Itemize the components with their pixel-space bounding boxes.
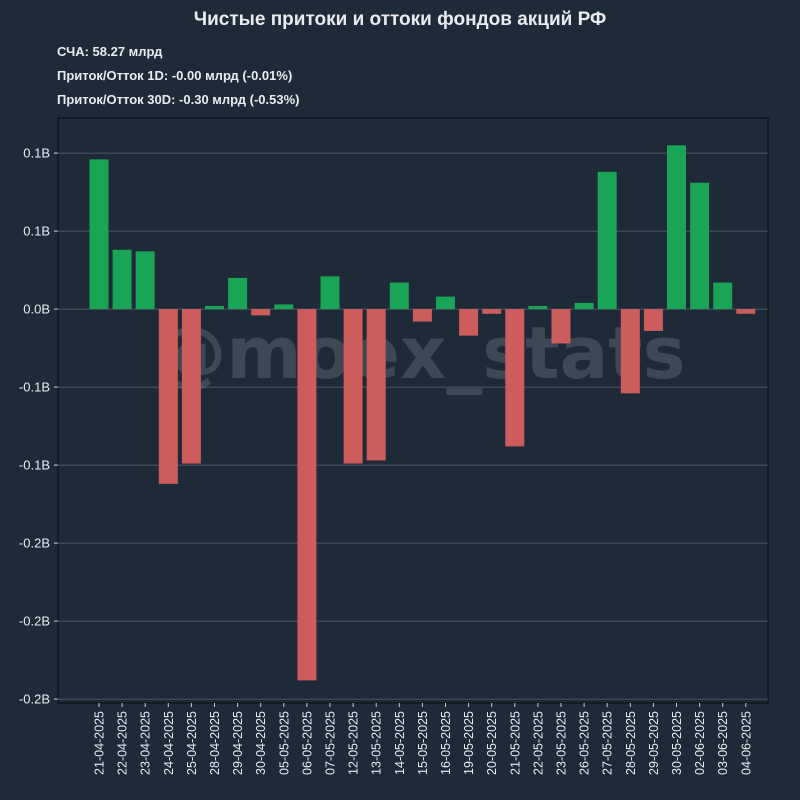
bar bbox=[736, 309, 756, 314]
x-tick-label: 23-04-2025 bbox=[139, 711, 153, 775]
y-tick-labels: 0.1B 0.1B 0.0B -0.1B -0.1B -0.2B -0.2B -0.2B bbox=[19, 146, 58, 707]
bar bbox=[274, 304, 294, 310]
chart-title: Чистые притоки и оттоки фондов акций РФ bbox=[193, 9, 607, 30]
bar bbox=[667, 145, 686, 310]
x-tick-label: 28-04-2025 bbox=[208, 711, 222, 775]
y-tick-label: 0.1B bbox=[23, 224, 50, 239]
bar bbox=[89, 159, 109, 310]
x-tick-label: 20-05-2025 bbox=[485, 711, 499, 775]
y-tick-label: -0.2B bbox=[19, 614, 50, 629]
bar bbox=[551, 309, 571, 344]
x-tick-label: 14-05-2025 bbox=[393, 711, 407, 775]
bar bbox=[135, 251, 155, 310]
bar bbox=[528, 305, 548, 310]
bar bbox=[297, 309, 317, 681]
x-tick-label: 30-04-2025 bbox=[254, 711, 268, 775]
x-tick-label: 30-05-2025 bbox=[670, 711, 684, 775]
y-tick-label: -0.1B bbox=[19, 458, 50, 473]
x-tick-label: 05-05-2025 bbox=[277, 711, 291, 775]
x-tick-label: 15-05-2025 bbox=[416, 711, 430, 775]
bar bbox=[620, 309, 640, 394]
bar bbox=[343, 309, 363, 464]
x-tick-label: 12-05-2025 bbox=[347, 711, 361, 775]
bar bbox=[181, 309, 201, 464]
bar bbox=[389, 282, 409, 310]
bar bbox=[482, 309, 502, 314]
bar bbox=[228, 277, 248, 310]
x-tick-label: 22-04-2025 bbox=[116, 711, 130, 775]
stat-flow-30d: Приток/Отток 30D: -0.30 млрд (-0.53%) bbox=[57, 92, 300, 107]
y-tick-label: -0.2B bbox=[19, 536, 50, 551]
bar bbox=[320, 276, 340, 310]
x-tick-label: 24-04-2025 bbox=[162, 711, 176, 775]
x-tick-label: 25-04-2025 bbox=[185, 711, 199, 775]
watermark-text: @moex_stats bbox=[155, 311, 686, 395]
stat-nav: СЧА: 58.27 млрд bbox=[57, 44, 163, 59]
x-tick-label: 19-05-2025 bbox=[462, 711, 476, 775]
x-tick-label: 29-04-2025 bbox=[231, 711, 245, 775]
bar bbox=[574, 302, 594, 310]
bar bbox=[158, 309, 178, 484]
bar bbox=[643, 309, 663, 331]
bar bbox=[112, 249, 132, 310]
x-tick-label: 04-06-2025 bbox=[739, 711, 753, 775]
bar bbox=[597, 171, 617, 310]
bar bbox=[205, 305, 224, 310]
x-tick-label: 06-05-2025 bbox=[300, 711, 314, 775]
x-tick-label: 21-05-2025 bbox=[508, 711, 522, 775]
x-tick-label: 03-06-2025 bbox=[716, 711, 730, 775]
bars bbox=[89, 145, 756, 681]
bar bbox=[436, 296, 455, 310]
y-tick-label: -0.1B bbox=[19, 380, 50, 395]
x-tick-label: 27-05-2025 bbox=[601, 711, 615, 775]
x-tick-label: 29-05-2025 bbox=[647, 711, 661, 775]
x-tick-label: 21-04-2025 bbox=[93, 711, 107, 775]
x-tick-label: 07-05-2025 bbox=[324, 711, 338, 775]
bar bbox=[366, 309, 386, 461]
x-tick-label: 26-05-2025 bbox=[578, 711, 592, 775]
bar bbox=[713, 282, 733, 310]
x-tick-label: 16-05-2025 bbox=[439, 711, 453, 775]
y-tick-label: 0.0B bbox=[23, 302, 50, 317]
bar bbox=[459, 309, 479, 336]
bar bbox=[690, 182, 710, 310]
x-tick-label: 22-05-2025 bbox=[531, 711, 545, 775]
x-tick-label: 23-05-2025 bbox=[555, 711, 569, 775]
y-tick-label: 0.1B bbox=[23, 146, 50, 161]
x-tick-labels: 21-04-2025 22-04-2025 23-04-2025 24-04-2025… bbox=[93, 703, 753, 775]
x-tick-label: 02-06-2025 bbox=[693, 711, 707, 775]
x-tick-label: 28-05-2025 bbox=[624, 711, 638, 775]
bar bbox=[412, 309, 432, 322]
y-tick-label: -0.2B bbox=[19, 692, 50, 707]
bar bbox=[505, 309, 525, 447]
stat-flow-1d: Приток/Отток 1D: -0.00 млрд (-0.01%) bbox=[57, 68, 293, 83]
bar bbox=[251, 309, 271, 316]
x-tick-label: 13-05-2025 bbox=[370, 711, 384, 775]
